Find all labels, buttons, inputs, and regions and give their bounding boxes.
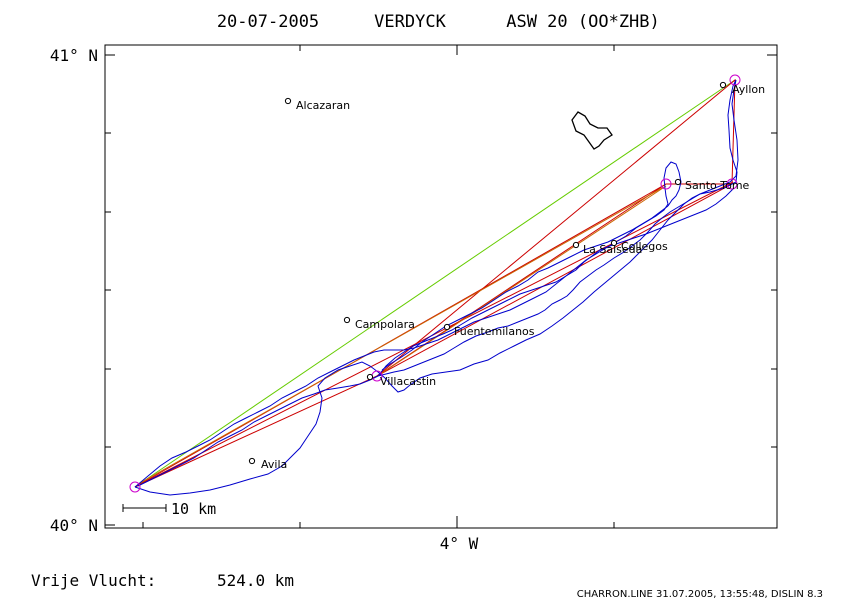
place-label-fuentemilanos: Fuentemilanos	[454, 325, 535, 338]
lon-label-mid: 4° W	[440, 534, 479, 553]
place-marker-fuentemilanos	[443, 323, 451, 331]
airspace-outline	[571, 111, 613, 150]
header-date: 20-07-2005	[217, 12, 319, 32]
flight-type-label: Vrije Vlucht:	[31, 571, 156, 590]
place-label-ayllon: Ayllon	[732, 83, 765, 96]
place-marker-la-salseda	[572, 241, 580, 249]
place-label-la-salseda: La Salseda	[583, 243, 642, 256]
place-label-alcazaran: Alcazaran	[296, 99, 350, 112]
turnpoint-santo-tome-east	[726, 178, 738, 190]
place-label-villacastin: Villacastin	[380, 375, 436, 388]
place-label-collegos: Collegos	[621, 240, 668, 253]
lat-label-bottom: 40° N	[50, 516, 98, 535]
place-label-avila: Avila	[261, 458, 287, 471]
flight-track	[134, 79, 739, 496]
footer-credit: CHARRON.LINE 31.07.2005, 13:55:48, DISLI…	[577, 589, 823, 600]
place-marker-santo-tome	[674, 178, 682, 186]
place-marker-villacastin	[366, 373, 374, 381]
turnpoint-start	[129, 481, 141, 493]
flight-distance: 524.0 km	[217, 571, 294, 590]
alt-lines	[139, 185, 667, 484]
place-marker-ayllon	[719, 81, 727, 89]
place-marker-avila	[248, 457, 256, 465]
turnpoint-santo-tome-west	[660, 178, 672, 190]
scale-bar	[122, 504, 167, 512]
map-frame	[104, 44, 778, 529]
header-glider: ASW 20 (OO*ZHB)	[506, 12, 660, 32]
turnpoint-ayllon	[729, 74, 741, 86]
place-label-campolara: Campolara	[355, 318, 415, 331]
place-marker-collegos	[610, 239, 618, 247]
turnpoints	[129, 74, 741, 493]
place-labels: Alcazaran Ayllon Santo Tome La Salseda C…	[261, 83, 765, 471]
lat-label-top: 41° N	[50, 46, 98, 65]
place-markers	[248, 81, 727, 465]
axis-ticks	[105, 45, 777, 528]
place-label-santo-tome: Santo Tome	[685, 179, 750, 192]
place-marker-alcazaran	[284, 97, 292, 105]
header-pilot: VERDYCK	[374, 12, 446, 32]
free-flight-line	[134, 79, 736, 488]
scale-bar-label: 10 km	[171, 500, 216, 518]
place-marker-campolara	[343, 316, 351, 324]
